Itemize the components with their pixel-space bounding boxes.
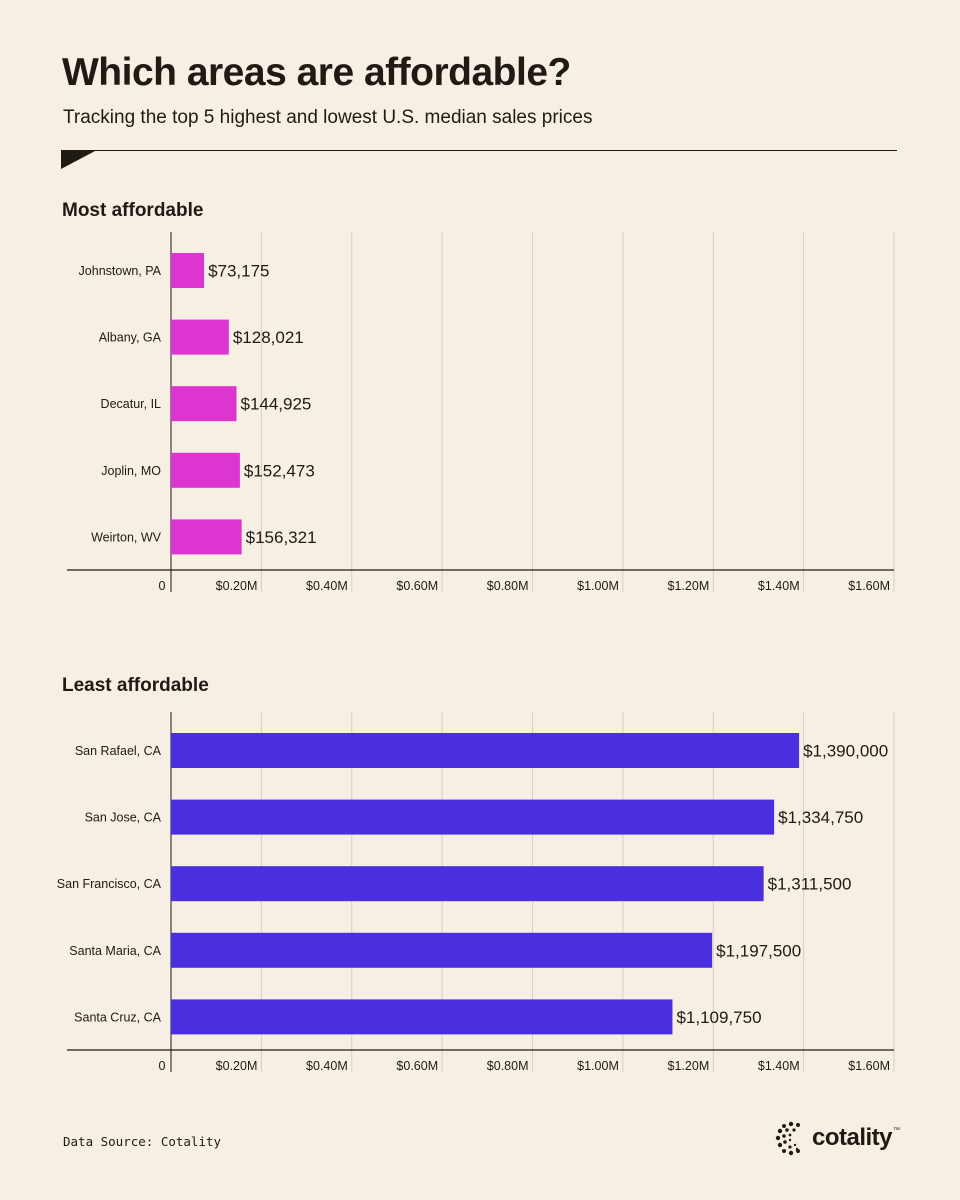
category-label: Joplin, MO [101, 464, 161, 478]
category-label: Santa Maria, CA [69, 944, 161, 958]
logo-text: cotality [812, 1124, 893, 1151]
divider-wedge-icon [61, 150, 97, 169]
data-label: $1,109,750 [676, 1008, 761, 1027]
data-label: $1,311,500 [768, 875, 852, 894]
x-tick-label: $1.60M [848, 1059, 890, 1073]
header-divider [61, 150, 897, 151]
bar [171, 319, 229, 355]
category-label: San Jose, CA [85, 811, 162, 825]
chart-least-affordable: 0 $0.20M $0.40M $0.60M $0.80M $1.00M $1.20M $1.… [57, 712, 895, 1073]
data-label: $128,021 [233, 328, 304, 347]
page-title: Which areas are affordable? [62, 51, 571, 94]
data-label: $152,473 [244, 461, 315, 480]
x-tick-label: 0 [159, 1059, 166, 1073]
bar [171, 519, 242, 555]
chart-title-least-affordable: Least affordable [62, 675, 209, 696]
data-label: $1,390,000 [803, 742, 888, 761]
x-tick-label: $1.20M [668, 1059, 710, 1073]
category-label: San Rafael, CA [75, 744, 162, 758]
category-label: San Francisco, CA [57, 877, 162, 891]
x-tick-label: $1.40M [758, 1059, 800, 1073]
bar [171, 932, 713, 968]
x-tick-label: $0.80M [487, 1059, 529, 1073]
bar [171, 799, 775, 835]
x-tick-label: $0.60M [396, 1059, 438, 1073]
bar [171, 253, 205, 288]
bar [171, 866, 764, 902]
x-tick-label: $1.60M [848, 579, 890, 593]
category-label: Decatur, IL [101, 397, 161, 411]
x-tick-label: $1.20M [668, 579, 710, 593]
x-tick-label: $1.00M [577, 1059, 619, 1073]
bar [171, 386, 237, 422]
x-tick-label: $1.00M [577, 579, 619, 593]
x-tick-label: $0.40M [306, 1059, 348, 1073]
page-subtitle: Tracking the top 5 highest and lowest U.… [63, 107, 593, 128]
data-label: $73,175 [208, 262, 269, 281]
cotality-logo: cotality ™ [774, 1120, 900, 1156]
chart-most-affordable: 0 $0.20M $0.40M $0.60M $0.80M $1.00M $1.20M $1.… [67, 232, 895, 593]
x-tick-label: $0.60M [396, 579, 438, 593]
x-tick-label: 0 [159, 579, 166, 593]
chart-title-most-affordable: Most affordable [62, 200, 204, 221]
bar [171, 999, 673, 1035]
category-label: Weirton, WV [91, 530, 162, 544]
bar [171, 733, 800, 768]
data-label: $156,321 [246, 528, 317, 547]
x-tick-label: $1.40M [758, 579, 800, 593]
category-label: Albany, GA [99, 331, 162, 345]
category-label: Johnstown, PA [79, 264, 162, 278]
data-label: $1,197,500 [716, 941, 801, 960]
cotality-logo-icon [775, 1121, 800, 1156]
data-source: Data Source: Cotality [63, 1134, 222, 1149]
x-tick-label: $0.40M [306, 579, 348, 593]
category-label: Santa Cruz, CA [74, 1010, 162, 1024]
bar [171, 452, 240, 488]
logo-trademark: ™ [893, 1126, 901, 1134]
x-tick-label: $0.20M [216, 579, 258, 593]
data-label: $1,334,750 [778, 808, 863, 827]
data-label: $144,925 [240, 395, 311, 414]
x-tick-label: $0.80M [487, 579, 529, 593]
x-tick-label: $0.20M [216, 1059, 258, 1073]
